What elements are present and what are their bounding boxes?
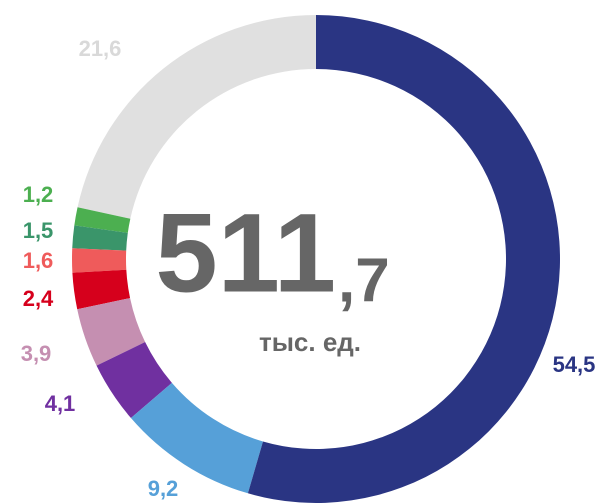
data-label: 4,1 xyxy=(45,391,76,416)
data-label: 1,2 xyxy=(23,182,54,207)
donut-segment xyxy=(74,207,131,233)
donut-segment xyxy=(96,342,172,419)
data-label: 2,4 xyxy=(23,286,54,311)
data-label: 21,6 xyxy=(79,36,122,61)
donut-segment xyxy=(72,269,131,310)
center-unit: тыс. ед. xyxy=(259,327,361,357)
donut-segment xyxy=(72,248,127,273)
data-label: 3,9 xyxy=(21,341,52,366)
donut-segment xyxy=(77,298,146,366)
data-label: 54,5 xyxy=(553,352,596,377)
data-label: 9,2 xyxy=(148,476,179,501)
center-sub: ,7 xyxy=(338,246,390,315)
donut-segment xyxy=(77,15,317,219)
data-label: 1,6 xyxy=(23,248,54,273)
center-main: 511 xyxy=(155,191,336,316)
donut-segment xyxy=(72,225,128,251)
data-label: 1,5 xyxy=(23,218,54,243)
donut-segment xyxy=(247,15,561,504)
donut-segment xyxy=(130,382,263,494)
